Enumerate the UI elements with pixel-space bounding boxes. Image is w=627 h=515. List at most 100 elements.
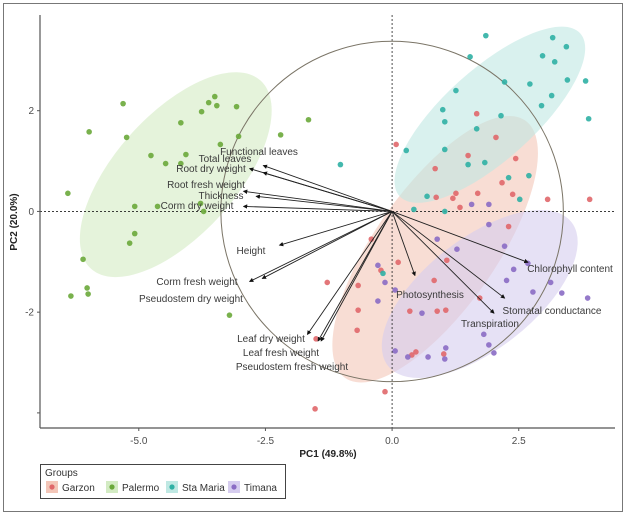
data-point-timana <box>486 201 492 208</box>
confidence-ellipse-timana <box>381 210 578 379</box>
data-point-palermo <box>211 93 218 100</box>
data-point-sta-maria <box>380 270 386 277</box>
loading-label: Total leaves <box>199 154 252 165</box>
data-point-timana <box>584 295 591 301</box>
data-point-timana <box>454 246 460 253</box>
legend-marker <box>49 484 55 490</box>
data-point-palermo <box>120 100 126 107</box>
legend-marker <box>169 484 175 490</box>
loading-arrow <box>242 189 393 212</box>
y-tick-label: 0 <box>28 207 34 218</box>
data-point-garzon <box>453 190 459 197</box>
data-point-palermo <box>162 160 169 167</box>
data-point-garzon <box>499 179 505 186</box>
data-point-palermo <box>305 116 312 123</box>
data-point-palermo <box>200 208 207 215</box>
loading-arrow <box>306 211 393 336</box>
data-point-garzon <box>355 282 361 289</box>
loading-arrow <box>242 204 393 212</box>
data-point-sta-maria <box>439 106 446 113</box>
data-point-palermo <box>178 160 184 167</box>
data-point-timana <box>425 354 431 360</box>
loading-label: Functional leaves <box>220 147 298 158</box>
data-point-palermo <box>198 108 205 115</box>
data-point-garzon <box>440 351 447 357</box>
data-point-sta-maria <box>403 147 410 154</box>
data-point-sta-maria <box>516 196 523 203</box>
data-point-palermo <box>235 133 242 140</box>
loading-arrow <box>391 211 529 264</box>
data-point-sta-maria <box>467 54 473 60</box>
loading-arrow <box>391 211 495 314</box>
loading-label: Root dry weight <box>176 164 246 175</box>
data-point-palermo <box>233 103 240 110</box>
data-point-timana <box>559 290 565 296</box>
loading-arrow <box>255 194 393 212</box>
data-point-sta-maria <box>411 206 417 213</box>
confidence-ellipse-sta-maria <box>394 26 586 203</box>
x-tick-label: -5.0 <box>130 436 148 447</box>
data-point-sta-maria <box>441 118 448 125</box>
data-point-garzon <box>395 259 401 266</box>
data-point-palermo <box>277 132 284 138</box>
loading-label: Thickness <box>198 191 243 202</box>
data-point-timana <box>468 201 475 208</box>
data-point-garzon <box>432 165 438 172</box>
data-point-garzon <box>407 308 413 314</box>
data-point-sta-maria <box>585 115 592 122</box>
loading-label: Corm dry weight <box>161 201 234 212</box>
data-point-sta-maria <box>505 174 512 181</box>
data-point-palermo <box>85 291 91 297</box>
legend-label: Sta Maria <box>182 483 225 494</box>
data-point-garzon <box>382 388 388 395</box>
data-point-timana <box>442 345 449 351</box>
y-tick-label: -2 <box>25 308 34 319</box>
data-point-sta-maria <box>582 78 589 84</box>
data-point-sta-maria <box>465 161 471 168</box>
data-point-garzon <box>324 279 331 286</box>
data-point-sta-maria <box>453 87 459 94</box>
loading-label: Pseudostem dry weight <box>139 294 243 305</box>
data-point-timana <box>375 298 381 304</box>
data-point-sta-maria <box>526 172 532 179</box>
loading-label: Stomatal conductance <box>503 306 602 317</box>
data-point-garzon <box>442 307 449 313</box>
data-point-garzon <box>368 236 375 242</box>
data-point-garzon <box>512 155 519 162</box>
data-point-palermo <box>131 230 138 237</box>
legend-marker <box>109 484 115 490</box>
data-point-palermo <box>148 152 154 159</box>
data-point-garzon <box>509 191 516 198</box>
loading-arrow <box>261 211 393 279</box>
legend-label: Garzon <box>62 483 95 494</box>
data-point-palermo <box>80 256 86 263</box>
data-point-palermo <box>226 312 233 318</box>
loading-label: Leaf dry weight <box>237 334 305 345</box>
loading-arrow <box>262 164 393 212</box>
data-point-garzon <box>434 308 440 314</box>
data-point-sta-maria <box>441 208 448 215</box>
x-tick-label: 0.0 <box>385 436 399 447</box>
data-point-palermo <box>123 134 130 141</box>
data-point-garzon <box>393 141 399 148</box>
data-point-sta-maria <box>498 112 504 119</box>
data-point-sta-maria <box>564 77 571 83</box>
data-point-garzon <box>355 307 361 313</box>
data-point-timana <box>491 350 497 356</box>
loading-label: Root fresh weight <box>167 180 245 191</box>
data-point-garzon <box>474 190 481 197</box>
data-point-garzon <box>354 327 360 334</box>
data-point-palermo <box>217 141 224 148</box>
x-tick-label: -2.5 <box>257 436 275 447</box>
data-point-garzon <box>313 336 319 342</box>
data-point-garzon <box>493 134 499 141</box>
data-point-sta-maria <box>473 126 480 132</box>
y-axis-label: PC2 (20.0%) <box>9 193 20 250</box>
data-point-sta-maria <box>539 52 546 59</box>
data-point-sta-maria <box>527 81 533 87</box>
data-point-timana <box>392 287 398 293</box>
loading-label: Leaf fresh weight <box>243 348 319 359</box>
data-point-sta-maria <box>424 193 430 200</box>
